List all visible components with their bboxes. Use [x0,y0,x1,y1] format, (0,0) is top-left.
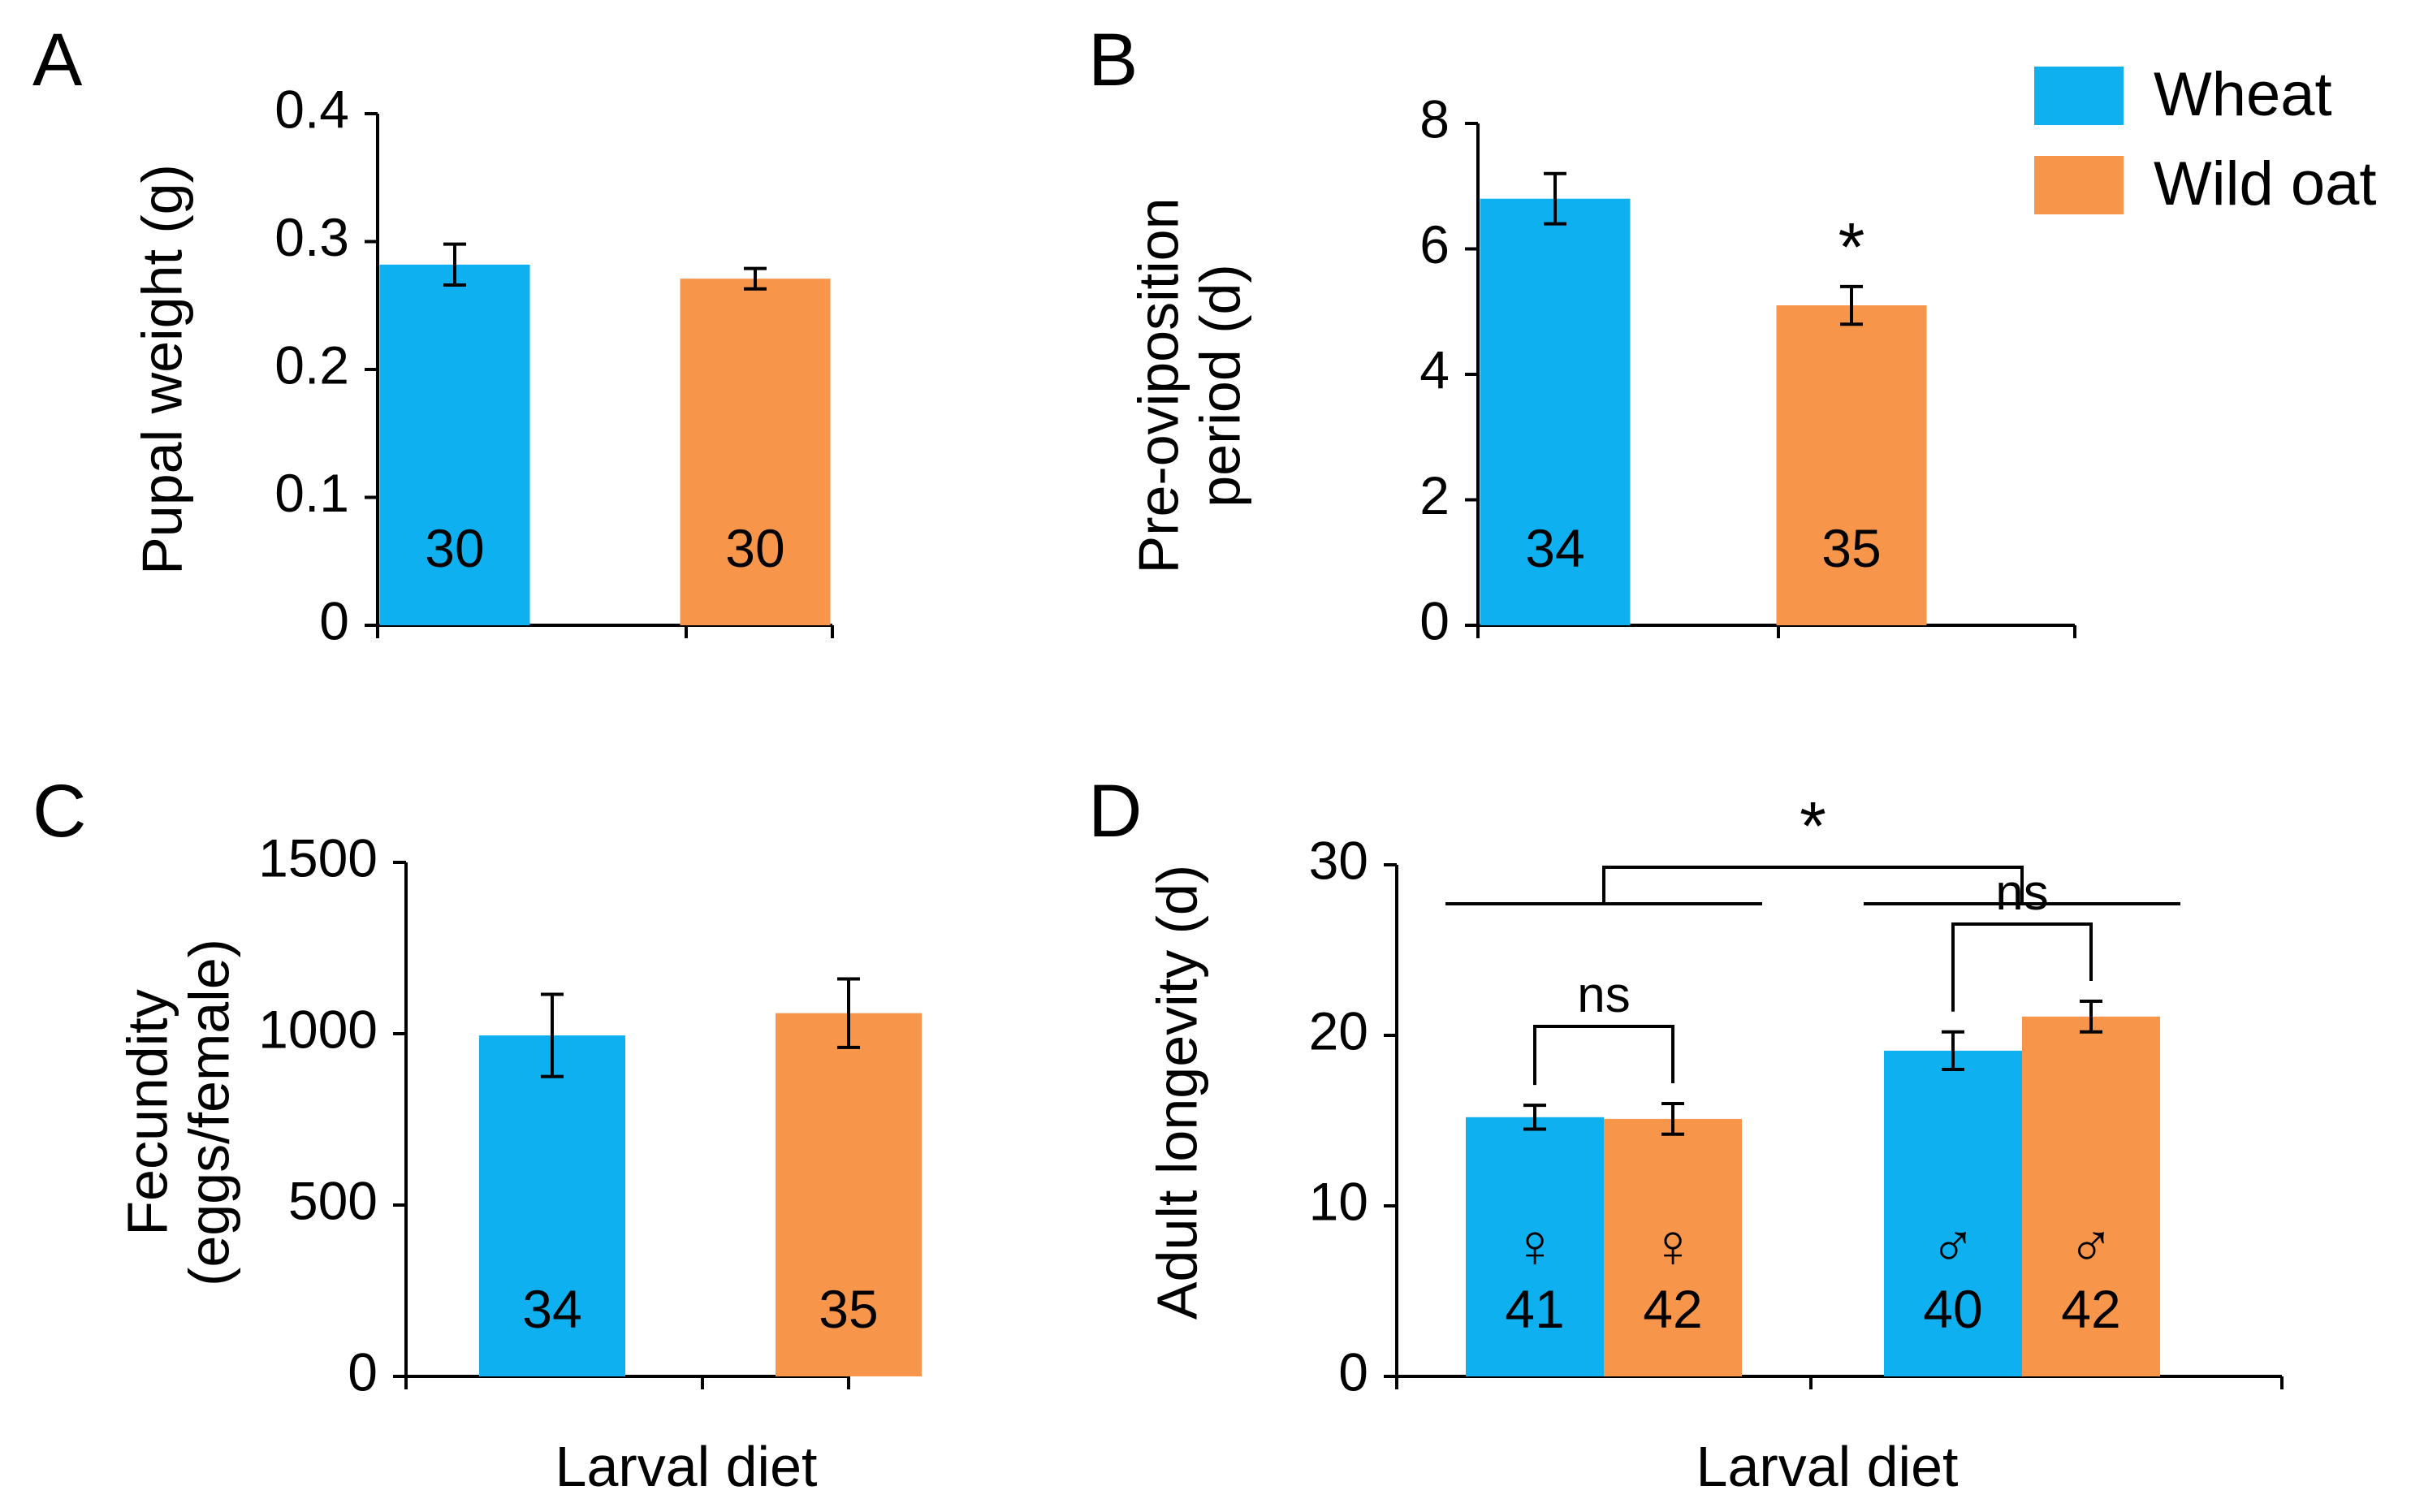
y-tick-label: 0 [1338,1341,1368,1402]
panel-letter: C [32,770,86,853]
bar-wheat [1480,198,1631,625]
bar-wild-oat [776,1013,922,1376]
sample-size-label: 35 [819,1279,878,1339]
ns-bracket [1533,1025,1674,1086]
bar-wheat [479,1035,625,1376]
bar-wild-oat [1604,1118,1742,1376]
sex-symbol: ♂ [2068,1212,2115,1281]
y-axis-title: Pre-oviposition [1126,198,1190,574]
y-axis-title: period (d) [1188,264,1251,508]
sample-size-label: 42 [2061,1279,2120,1339]
legend-swatch [2034,156,2124,214]
bar-wild-oat [2022,1016,2160,1376]
sample-size-label: 34 [522,1279,581,1339]
sample-size-label: 34 [1525,518,1584,578]
x-axis-title: Larval diet [555,1435,818,1498]
sex-symbol: ♀ [1650,1212,1696,1281]
y-tick-label: 8 [1419,89,1450,149]
legend-label: Wild oat [2154,149,2377,218]
bar-wild-oat [680,279,831,625]
y-axis-title: Adult longevity (d) [1145,865,1208,1320]
sample-size-label: 30 [725,518,784,578]
y-tick-label: 4 [1419,339,1450,400]
ns-bracket [1951,922,2093,1012]
y-tick-label: 0 [348,1341,378,1402]
legend: Wheat Wild oat [2034,60,2377,218]
y-tick-label: 500 [288,1170,378,1230]
y-tick-label: 1000 [258,999,378,1059]
y-axis-title: (eggs/female) [177,939,240,1286]
sample-size-label: 35 [1821,518,1881,578]
panel-letter: D [1088,770,1142,853]
bar-wheat [1466,1117,1604,1376]
panel-letter: B [1088,19,1138,102]
sample-size-label: 40 [1923,1279,1982,1339]
y-axis-title: Pupal weight (g) [130,164,193,575]
sex-symbol: ♂ [1930,1212,1977,1281]
panel-c: C Fecundity(eggs/female) 0 500 1000 1500 34 35 L… [32,770,922,1498]
sample-size-label: 41 [1505,1279,1564,1339]
group-bracket [1602,866,2024,904]
y-tick-label: 0.1 [274,463,349,523]
y-tick-label: 0 [1419,590,1450,650]
y-tick-label: 20 [1309,1000,1368,1061]
y-axis-title: Fecundity [115,989,179,1235]
y-tick-label: 0.3 [274,207,349,267]
sample-size-label: 30 [425,518,484,578]
legend-swatch [2034,67,2124,125]
sex-symbol: ♀ [1512,1212,1558,1281]
bar-wheat [1884,1050,2022,1376]
panel-letter: A [32,19,83,102]
y-tick-label: 10 [1309,1171,1368,1231]
ns-label: ns [1577,967,1630,1023]
y-tick-label: 0.4 [274,79,349,139]
y-tick-label: 30 [1309,830,1368,890]
y-tick-label: 2 [1419,465,1450,525]
y-tick-label: 6 [1419,214,1450,274]
legend-label: Wheat [2154,60,2332,129]
bar-wild-oat [1776,305,1927,625]
y-tick-label: 1500 [258,827,378,888]
panel-a: A Pupal weight (g) 0 0.1 0.2 0.3 0.4 30 30 [32,19,834,650]
sample-size-label: 42 [1643,1279,1702,1339]
y-tick-label: 0.2 [274,335,349,395]
y-tick-label: 0 [319,590,349,650]
bar-wheat [379,264,530,625]
group-significance-star: * [1800,788,1826,864]
x-axis-title: Larval diet [1696,1435,1959,1498]
significance-star: * [1839,209,1865,285]
